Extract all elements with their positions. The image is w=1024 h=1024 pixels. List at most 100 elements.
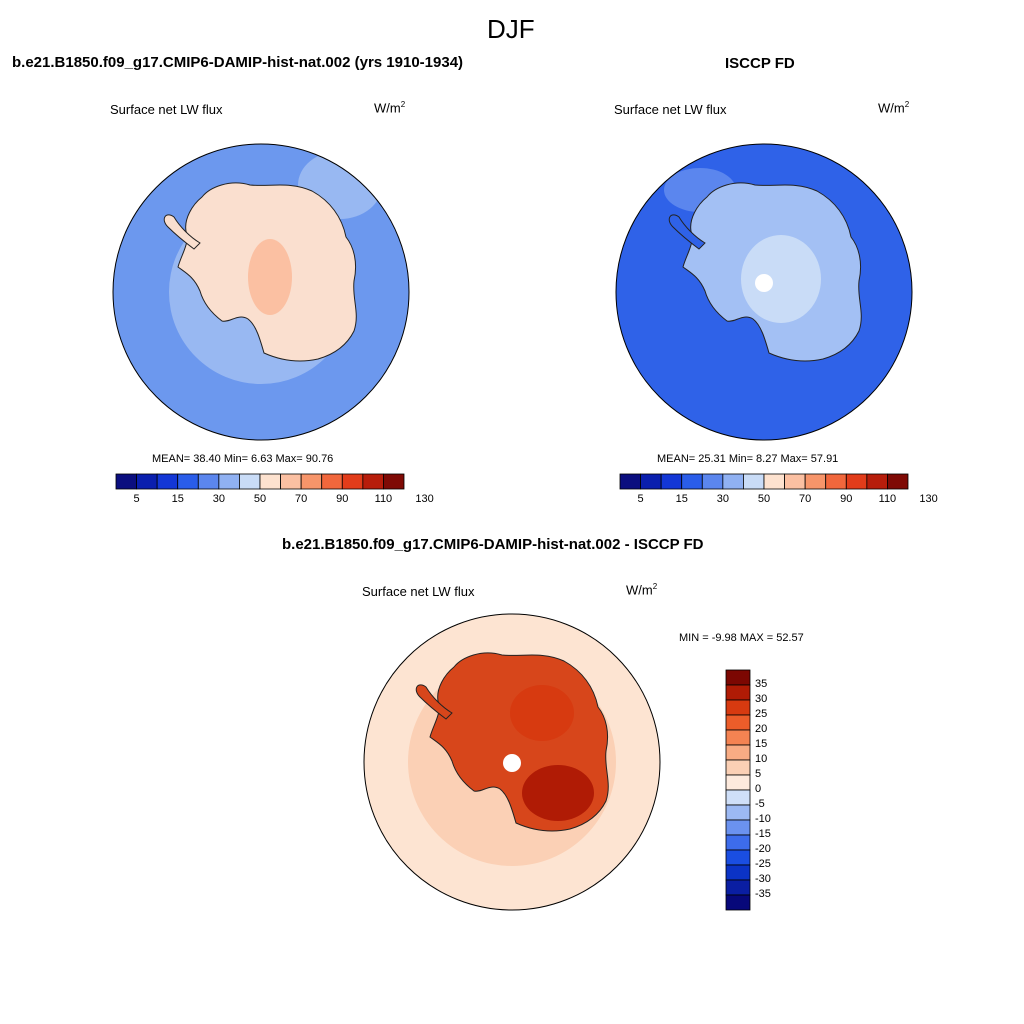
panel2-stats: MEAN= 25.31 Min= 8.27 Max= 57.91: [657, 453, 839, 465]
panel3-colorbar-box: [725, 684, 751, 701]
panel2-colorbar-tick-label: 50: [757, 493, 771, 505]
panel3-colorbar-box: [725, 744, 751, 761]
panel3-colorbar: [725, 669, 751, 911]
panel3-colorbar-tick-label: 0: [755, 783, 762, 795]
panel2-colorbar-box: [722, 473, 744, 490]
panel1-colorbar: [115, 473, 405, 490]
panel3-colorbar-box: [725, 819, 751, 836]
panel1-interior-warm: [248, 239, 292, 315]
panel2-colorbar-box: [763, 473, 785, 490]
panel1-title: b.e21.B1850.f09_g17.CMIP6-DAMIP-hist-nat…: [12, 54, 464, 71]
panel3-variable-label: Surface net LW flux: [362, 584, 475, 599]
panel3-colorbar-tick-label: -10: [755, 813, 771, 825]
panel1-colorbar-box: [218, 473, 240, 490]
panel3-colorbar-box: [725, 759, 751, 776]
panel1-colorbar-box: [197, 473, 220, 490]
panel2-map: [616, 144, 912, 440]
panel2-colorbar-box: [619, 473, 641, 490]
panel1-colorbar-box: [115, 473, 137, 490]
panel1-variable-label: Surface net LW flux: [110, 102, 223, 117]
panel2-colorbar-box: [887, 473, 909, 490]
panel1-colorbar-tick-label: 90: [336, 493, 349, 505]
panel3-mid-region: [510, 685, 574, 741]
panel3-colorbar-box: [725, 849, 751, 866]
panel2-pole-hole: [755, 274, 773, 292]
panel2-variable-label: Surface net LW flux: [614, 102, 727, 117]
panel3-colorbar-tick-label: 5: [755, 768, 762, 780]
panel3-colorbar-tick-label: -5: [755, 798, 765, 810]
panel2-map-border: [615, 143, 913, 441]
panel3-dark-region: [522, 765, 594, 821]
panel3-colorbar-tick-label: -25: [755, 858, 771, 870]
panel1-colorbar-box: [341, 473, 364, 490]
panel2-colorbar-box: [660, 473, 683, 490]
panel3-colorbar-tick-label: -20: [755, 843, 771, 855]
panel1-colorbar-tick-label: 50: [253, 493, 267, 505]
panel1-colorbar-tick-label: 70: [295, 493, 308, 505]
panel3-colorbar-box: [725, 804, 751, 821]
figure-title: DJF: [487, 14, 535, 44]
panel3-colorbar-tick-label: -35: [755, 888, 771, 900]
panel3-colorbar-tick-label: 25: [755, 708, 768, 720]
panel1-colorbar-box: [136, 473, 158, 490]
panel2-colorbar-box: [640, 473, 662, 490]
panel3-colorbar-box: [725, 789, 751, 806]
panel1-colorbar-box: [383, 473, 405, 490]
panel1-colorbar-tick-label: 15: [171, 493, 184, 505]
panel3-colorbar-box: [725, 834, 751, 851]
panel3-title: b.e21.B1850.f09_g17.CMIP6-DAMIP-hist-nat…: [282, 536, 704, 553]
panel3-colorbar-tick-label: 15: [755, 738, 768, 750]
panel1-colorbar-tick-label: 5: [133, 493, 140, 505]
panel3-colorbar-box: [725, 669, 751, 686]
panel3-colorbar-box: [725, 879, 751, 896]
panel1-colorbar-tick-label: 110: [374, 493, 393, 505]
panel3-units-label: W/m2: [626, 582, 658, 598]
panel1-colorbar-box: [362, 473, 384, 490]
panel1-colorbar-tick-label: 130: [415, 493, 434, 505]
panel1-colorbar-tick-label: 30: [212, 493, 225, 505]
panel2-colorbar-tick-label: 15: [675, 493, 688, 505]
panel1-colorbar-box: [321, 473, 343, 490]
panel2-colorbar-box: [804, 473, 827, 490]
panel2-colorbar-box: [743, 473, 765, 490]
panel3-colorbar-tick-label: 35: [755, 678, 768, 690]
panel2-colorbar-box: [845, 473, 868, 490]
panel3-map: [364, 614, 660, 910]
panel2-colorbar-box: [701, 473, 724, 490]
panel2-colorbar-tick-label: 30: [716, 493, 729, 505]
panel1-colorbar-box: [239, 473, 261, 490]
panel1-map-border: [112, 143, 410, 441]
panel3-colorbar-box: [725, 714, 751, 731]
panel3-map-border: [363, 613, 661, 911]
panel2-interior: [741, 235, 821, 323]
panel3-colorbar-tick-label: 20: [755, 723, 768, 735]
panel2-units-label: W/m2: [878, 100, 910, 116]
panel3-colorbar-tick-label: -15: [755, 828, 771, 840]
panel1-stats: MEAN= 38.40 Min= 6.63 Max= 90.76: [152, 453, 334, 465]
panel2-title: ISCCP FD: [725, 55, 795, 72]
panel3-colorbar-box: [725, 729, 751, 746]
panel2-colorbar: [619, 473, 909, 490]
panel2-colorbar-tick-label: 5: [637, 493, 644, 505]
panel2-colorbar-tick-label: 130: [919, 493, 938, 505]
panel3-colorbar-tick-label: 30: [755, 693, 768, 705]
panel1-colorbar-box: [280, 473, 302, 490]
panel3-colorbar-tick-label: -30: [755, 873, 771, 885]
panel3-colorbar-box: [725, 864, 751, 881]
panel2-colorbar-tick-label: 90: [840, 493, 853, 505]
panel3-colorbar-tick-label: 10: [755, 753, 768, 765]
panel1-colorbar-box: [177, 473, 199, 490]
panel3-colorbar-box: [725, 894, 751, 911]
panel2-colorbar-box: [784, 473, 806, 490]
panel2-colorbar-tick-label: 110: [878, 493, 897, 505]
panel3-stats: MIN = -9.98 MAX = 52.57: [679, 632, 804, 644]
panel2-colorbar-box: [681, 473, 703, 490]
panel3-colorbar-box: [725, 699, 751, 716]
panel3-colorbar-box: [725, 774, 751, 791]
panel1-units-label: W/m2: [374, 100, 406, 116]
panel2-colorbar-box: [866, 473, 888, 490]
panel3-pole-hole: [503, 754, 521, 772]
panel1-map: [113, 144, 409, 440]
panel1-colorbar-box: [259, 473, 281, 490]
